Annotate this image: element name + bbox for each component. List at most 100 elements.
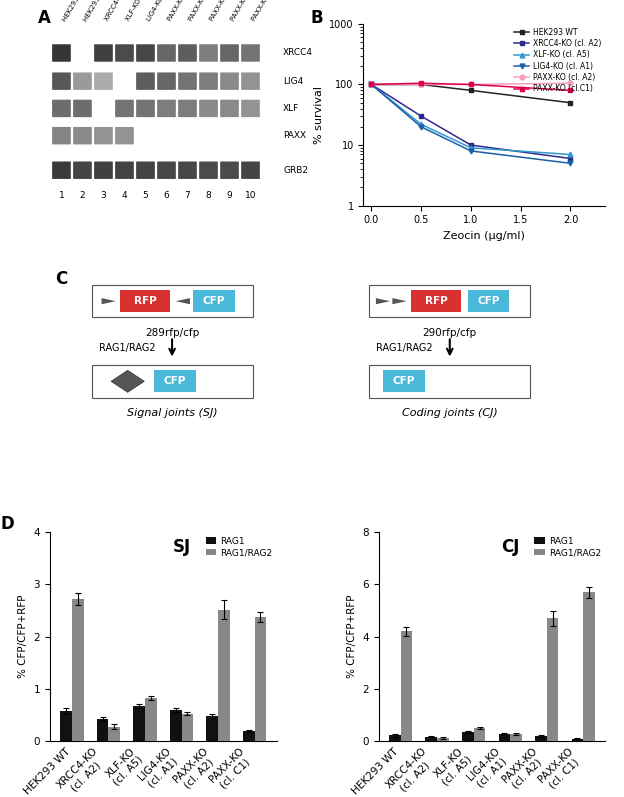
FancyBboxPatch shape bbox=[73, 73, 92, 90]
Bar bbox=[243, 732, 255, 741]
PAXX-KO (cl.C1) bbox=[368, 80, 375, 89]
FancyBboxPatch shape bbox=[199, 73, 218, 90]
Text: 289rfp/cfp: 289rfp/cfp bbox=[145, 328, 199, 338]
FancyBboxPatch shape bbox=[241, 162, 260, 179]
Text: C: C bbox=[56, 269, 68, 288]
FancyBboxPatch shape bbox=[94, 127, 113, 144]
Polygon shape bbox=[376, 298, 390, 304]
Text: LIG4: LIG4 bbox=[283, 77, 303, 85]
Text: XLF-KO (cl. A5): XLF-KO (cl. A5) bbox=[124, 0, 156, 22]
Line: HEK293 WT: HEK293 WT bbox=[369, 82, 573, 105]
Text: SJ: SJ bbox=[172, 539, 190, 556]
Text: HEK293 WT: HEK293 WT bbox=[61, 0, 87, 22]
FancyBboxPatch shape bbox=[241, 127, 260, 144]
Bar bbox=[547, 618, 558, 741]
FancyBboxPatch shape bbox=[157, 73, 176, 90]
FancyBboxPatch shape bbox=[73, 162, 92, 179]
Bar bbox=[182, 713, 193, 741]
FancyBboxPatch shape bbox=[115, 45, 134, 61]
FancyBboxPatch shape bbox=[52, 127, 71, 144]
FancyBboxPatch shape bbox=[115, 100, 134, 117]
Text: 6: 6 bbox=[163, 191, 169, 200]
Text: RAG1/RAG2: RAG1/RAG2 bbox=[376, 343, 433, 353]
PAXX-KO (cl. A2) bbox=[417, 80, 425, 89]
FancyBboxPatch shape bbox=[94, 100, 113, 117]
Line: LIG4-KO (cl. A1): LIG4-KO (cl. A1) bbox=[369, 82, 573, 166]
PAXX-KO (cl. A2) bbox=[567, 78, 574, 88]
Polygon shape bbox=[102, 298, 116, 304]
FancyBboxPatch shape bbox=[220, 162, 239, 179]
Text: PAXX-KO (cl. A2): PAXX-KO (cl. A2) bbox=[167, 0, 200, 22]
FancyBboxPatch shape bbox=[52, 73, 71, 90]
LIG4-KO (cl. A1) bbox=[467, 146, 475, 155]
Bar bbox=[474, 728, 485, 741]
Text: PAXX-KO (cl. C3): PAXX-KO (cl. C3) bbox=[250, 0, 285, 22]
Bar bbox=[535, 736, 547, 741]
Text: HEK293 WT: HEK293 WT bbox=[82, 0, 108, 22]
PAXX-KO (cl.C1) bbox=[467, 80, 475, 89]
Bar bbox=[510, 734, 522, 741]
Bar bbox=[255, 617, 266, 741]
FancyBboxPatch shape bbox=[199, 127, 218, 144]
XRCC4-KO (cl. A2) bbox=[368, 80, 375, 89]
Bar bbox=[499, 734, 510, 741]
Line: XRCC4-KO (cl. A2): XRCC4-KO (cl. A2) bbox=[369, 82, 573, 161]
Bar bbox=[411, 290, 461, 312]
LIG4-KO (cl. A1) bbox=[417, 122, 425, 132]
FancyBboxPatch shape bbox=[136, 100, 155, 117]
Y-axis label: % CFP/CFP+RFP: % CFP/CFP+RFP bbox=[18, 595, 28, 678]
Text: RFP: RFP bbox=[134, 296, 157, 306]
Bar bbox=[193, 290, 235, 312]
Text: 8: 8 bbox=[206, 191, 212, 200]
XLF-KO (cl. A5) bbox=[368, 80, 375, 89]
Text: PAXX-KO (cl. C2): PAXX-KO (cl. C2) bbox=[230, 0, 263, 22]
Text: XRCC4-KO (cl. A2): XRCC4-KO (cl. A2) bbox=[104, 0, 140, 22]
FancyBboxPatch shape bbox=[220, 73, 239, 90]
FancyBboxPatch shape bbox=[52, 45, 71, 61]
FancyBboxPatch shape bbox=[157, 162, 176, 179]
PAXX-KO (cl. A2) bbox=[368, 80, 375, 89]
Bar bbox=[389, 736, 401, 741]
HEK293 WT bbox=[467, 85, 475, 95]
FancyBboxPatch shape bbox=[241, 73, 260, 90]
FancyBboxPatch shape bbox=[199, 45, 218, 61]
Text: PAXX-KO (cl. A3): PAXX-KO (cl. A3) bbox=[187, 0, 222, 22]
XRCC4-KO (cl. A2) bbox=[567, 154, 574, 163]
FancyBboxPatch shape bbox=[157, 45, 176, 61]
Bar bbox=[145, 698, 157, 741]
LIG4-KO (cl. A1) bbox=[368, 80, 375, 89]
FancyBboxPatch shape bbox=[73, 127, 92, 144]
Text: 7: 7 bbox=[185, 191, 190, 200]
Text: 9: 9 bbox=[227, 191, 232, 200]
Bar bbox=[383, 371, 425, 392]
Text: Signal joints (SJ): Signal joints (SJ) bbox=[127, 408, 217, 418]
LIG4-KO (cl. A1) bbox=[567, 159, 574, 168]
HEK293 WT bbox=[368, 80, 375, 89]
FancyBboxPatch shape bbox=[220, 45, 239, 61]
Bar bbox=[572, 739, 583, 741]
Text: 4: 4 bbox=[122, 191, 127, 200]
Line: XLF-KO (cl. A5): XLF-KO (cl. A5) bbox=[369, 82, 573, 157]
FancyBboxPatch shape bbox=[73, 45, 92, 61]
Polygon shape bbox=[176, 298, 190, 304]
Legend: HEK293 WT, XRCC4-KO (cl. A2), XLF-KO (cl. A5), LIG4-KO (cl. A1), PAXX-KO (cl. A2: HEK293 WT, XRCC4-KO (cl. A2), XLF-KO (cl… bbox=[514, 28, 602, 93]
Bar bbox=[401, 631, 412, 741]
FancyBboxPatch shape bbox=[136, 127, 155, 144]
Bar bbox=[218, 610, 230, 741]
Text: XRCC4: XRCC4 bbox=[283, 49, 313, 57]
FancyBboxPatch shape bbox=[178, 162, 197, 179]
FancyBboxPatch shape bbox=[241, 100, 260, 117]
Text: XLF: XLF bbox=[283, 104, 300, 113]
FancyBboxPatch shape bbox=[94, 45, 113, 61]
Y-axis label: % CFP/CFP+RFP: % CFP/CFP+RFP bbox=[347, 595, 357, 678]
Bar bbox=[154, 371, 196, 392]
Text: CFP: CFP bbox=[392, 376, 415, 387]
Text: 3: 3 bbox=[100, 191, 106, 200]
Text: PAXX-KO (cl. C1): PAXX-KO (cl. C1) bbox=[208, 0, 243, 22]
Legend: RAG1, RAG1/RAG2: RAG1, RAG1/RAG2 bbox=[205, 536, 272, 557]
Bar bbox=[207, 717, 218, 741]
Bar bbox=[462, 732, 474, 741]
FancyBboxPatch shape bbox=[178, 100, 197, 117]
Bar bbox=[92, 365, 253, 398]
Text: RFP: RFP bbox=[424, 296, 447, 306]
